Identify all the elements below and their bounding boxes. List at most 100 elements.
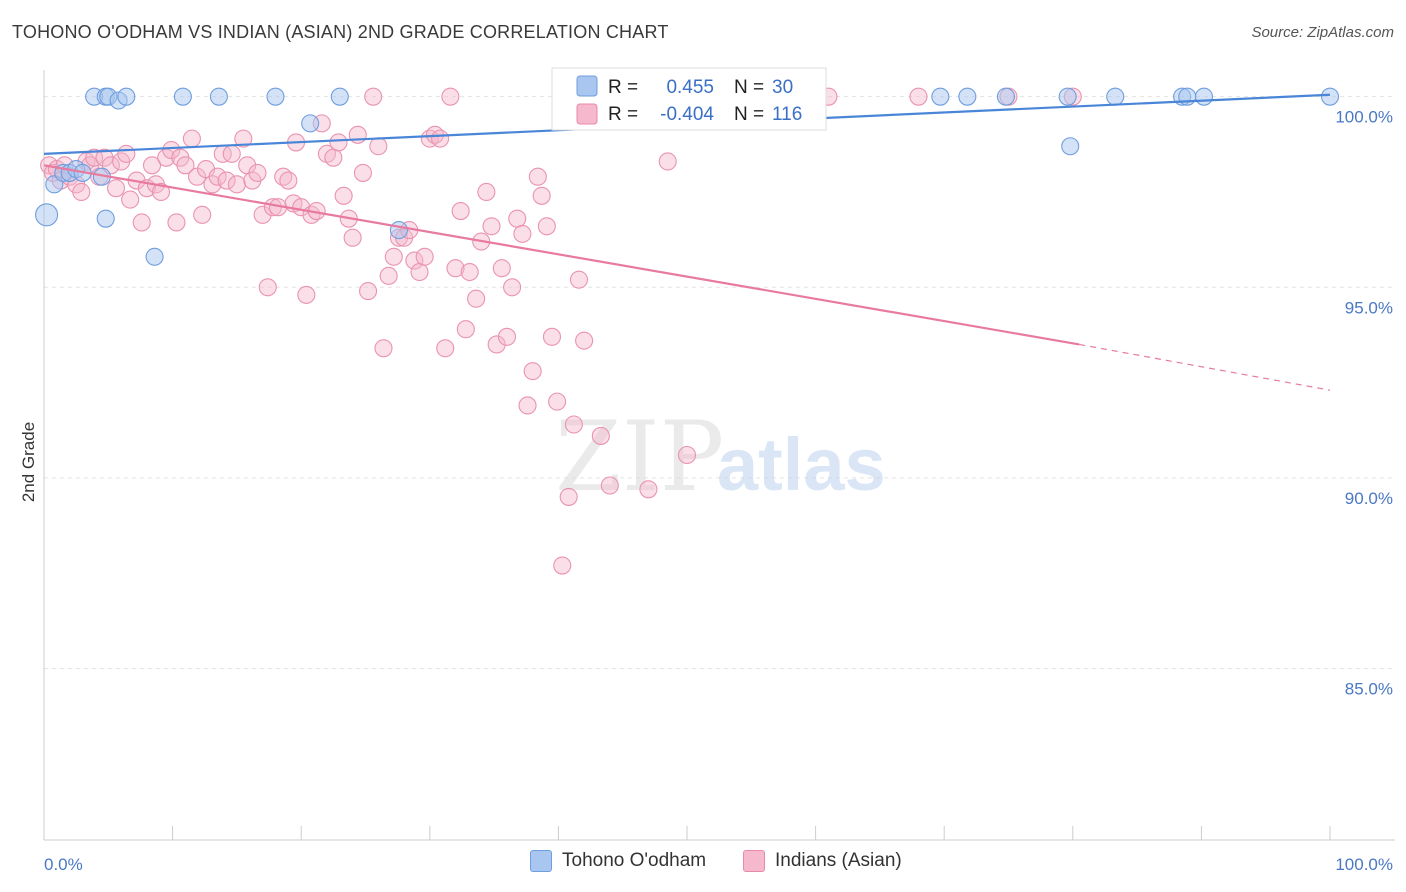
data-point-indians-asian bbox=[106, 179, 126, 198]
legend-swatch-tohono bbox=[530, 850, 552, 872]
data-point-indians-asian bbox=[441, 87, 460, 106]
stats-r-label-1: R = bbox=[608, 77, 638, 98]
chart-title: TOHONO O'ODHAM VS INDIAN (ASIAN) 2ND GRA… bbox=[12, 22, 669, 42]
data-point-indians-asian bbox=[477, 182, 496, 202]
legend-label-tohono: Tohono O'odham bbox=[562, 850, 707, 871]
stats-n-label-1: N = bbox=[734, 77, 764, 98]
data-point-indians-asian bbox=[343, 228, 362, 247]
data-point-indians-asian bbox=[600, 476, 619, 495]
data-point-indians-asian bbox=[142, 156, 162, 175]
data-point-tohono-oodham bbox=[1194, 87, 1214, 106]
data-point-indians-asian bbox=[324, 148, 343, 167]
data-point-indians-asian bbox=[208, 167, 227, 186]
axes bbox=[43, 70, 1395, 841]
data-point-indians-asian bbox=[513, 224, 532, 243]
data-point-indians-asian bbox=[503, 278, 522, 297]
data-point-indians-asian bbox=[167, 213, 186, 232]
data-point-indians-asian bbox=[482, 217, 501, 236]
data-point-indians-asian bbox=[456, 320, 475, 339]
data-point-indians-asian bbox=[492, 259, 511, 278]
y-tick-label: 85.0% bbox=[1345, 679, 1393, 698]
legend-swatch-indians bbox=[743, 850, 765, 872]
data-point-indians-asian bbox=[176, 156, 195, 175]
data-point-indians-asian bbox=[415, 247, 434, 266]
data-point-indians-asian bbox=[497, 327, 517, 346]
data-point-indians-asian bbox=[353, 163, 372, 182]
data-point-tohono-oodham bbox=[301, 114, 320, 133]
data-point-indians-asian bbox=[451, 201, 470, 221]
stats-n-label-2: N = bbox=[734, 104, 764, 125]
data-point-tohono-oodham bbox=[35, 203, 59, 227]
data-point-indians-asian bbox=[487, 335, 506, 354]
bottom-legend: Tohono O'odham Indians (Asian) bbox=[0, 850, 1406, 880]
data-point-indians-asian bbox=[532, 186, 551, 205]
stats-legend-box: R = 0.455 N = 30 R = -0.404 N = 116 bbox=[551, 67, 827, 131]
data-point-indians-asian bbox=[446, 259, 465, 278]
legend-item-indians: Indians (Asian) bbox=[743, 850, 902, 872]
stats-r-value-2: -0.404 bbox=[660, 104, 714, 125]
stats-swatch-tohono bbox=[576, 75, 598, 97]
data-point-indians-asian bbox=[436, 339, 455, 358]
y-axis-label: 2nd Grade bbox=[19, 422, 38, 502]
data-point-indians-asian bbox=[467, 289, 486, 308]
data-point-indians-asian bbox=[460, 262, 479, 282]
legend-label-indians: Indians (Asian) bbox=[775, 850, 902, 871]
data-point-indians-asian bbox=[193, 205, 212, 224]
data-point-indians-asian bbox=[548, 392, 567, 411]
stats-n-value-2: 116 bbox=[772, 104, 802, 125]
data-point-indians-asian bbox=[379, 266, 398, 285]
data-point-indians-asian bbox=[569, 270, 589, 289]
data-point-indians-asian bbox=[384, 247, 403, 266]
data-point-indians-asian bbox=[117, 144, 136, 163]
data-point-indians-asian bbox=[658, 152, 677, 171]
data-point-indians-asian bbox=[410, 262, 429, 282]
data-point-indians-asian bbox=[95, 148, 114, 167]
stats-r-label-2: R = bbox=[608, 104, 638, 125]
tick-labels: 100.0% 95.0% 90.0% 85.0% 0.0% 100.0% bbox=[44, 108, 1393, 874]
data-point-indians-asian bbox=[121, 190, 140, 209]
trend-line-indians-asian-extension bbox=[1079, 343, 1331, 391]
data-point-indians-asian bbox=[542, 327, 562, 346]
data-point-indians-asian bbox=[639, 480, 658, 499]
data-point-tohono-oodham bbox=[389, 221, 408, 240]
data-point-indians-asian bbox=[564, 415, 583, 434]
data-point-indians-asian bbox=[151, 182, 171, 202]
data-point-indians-asian bbox=[405, 251, 424, 270]
stats-n-value-1: 30 bbox=[772, 77, 793, 98]
data-point-indians-asian bbox=[518, 396, 537, 415]
y-tick-label: 90.0% bbox=[1345, 489, 1393, 508]
y-tick-label: 95.0% bbox=[1345, 298, 1393, 317]
data-point-indians-asian bbox=[227, 175, 246, 194]
watermark: ZIP atlas bbox=[555, 401, 886, 513]
data-point-indians-asian bbox=[553, 556, 572, 575]
data-point-tohono-oodham bbox=[1320, 87, 1340, 106]
data-point-tohono-oodham bbox=[1061, 137, 1080, 156]
watermark-atlas: atlas bbox=[717, 423, 886, 506]
data-point-indians-asian bbox=[364, 87, 383, 106]
data-point-indians-asian bbox=[132, 213, 151, 232]
data-point-indians-asian bbox=[559, 487, 578, 506]
data-point-indians-asian bbox=[528, 167, 547, 186]
data-point-indians-asian bbox=[279, 171, 298, 190]
data-point-tohono-oodham bbox=[209, 87, 228, 106]
data-point-indians-asian bbox=[359, 282, 378, 301]
trend-line-indians-asian bbox=[43, 164, 1080, 346]
data-point-tohono-oodham bbox=[117, 87, 136, 106]
series-indians-asian-points bbox=[40, 87, 1082, 575]
data-point-tohono-oodham bbox=[96, 209, 115, 228]
data-point-tohono-oodham bbox=[958, 87, 977, 106]
data-point-indians-asian bbox=[248, 163, 267, 182]
data-point-indians-asian bbox=[222, 144, 241, 163]
data-point-indians-asian bbox=[297, 285, 316, 304]
data-point-tohono-oodham bbox=[931, 87, 950, 106]
x-tick-label: 100.0% bbox=[1335, 855, 1393, 874]
data-point-indians-asian bbox=[537, 217, 556, 236]
watermark-zip: ZIP bbox=[555, 401, 724, 513]
data-point-indians-asian bbox=[431, 129, 450, 148]
stats-swatch-indians bbox=[576, 103, 598, 125]
data-point-tohono-oodham bbox=[266, 87, 285, 106]
data-point-tohono-oodham bbox=[1058, 87, 1077, 106]
legend-item-tohono: Tohono O'odham bbox=[530, 850, 706, 872]
stats-r-value-1: 0.455 bbox=[666, 77, 714, 98]
